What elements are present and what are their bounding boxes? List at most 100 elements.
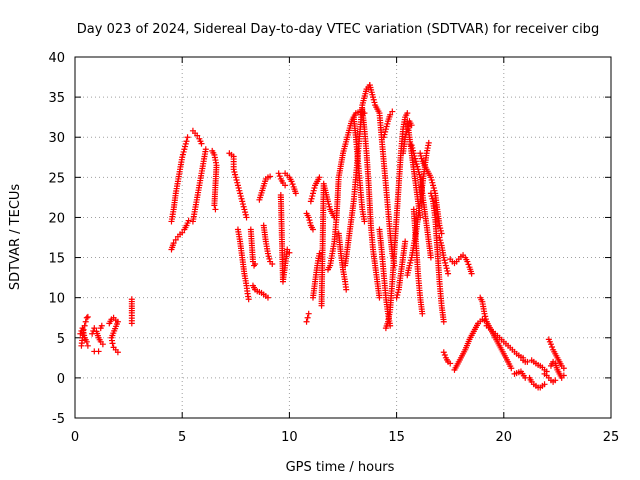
- data-point: [560, 365, 567, 372]
- series-pass-48: [477, 294, 515, 372]
- data-point: [414, 163, 421, 170]
- data-point: [82, 318, 89, 325]
- data-point: [109, 340, 116, 347]
- data-point: [252, 260, 259, 267]
- data-point: [389, 108, 396, 115]
- data-point: [114, 349, 121, 356]
- data-point: [440, 254, 447, 261]
- data-point: [394, 291, 401, 298]
- series-pass-45: [440, 349, 454, 367]
- data-point: [549, 344, 556, 351]
- data-point: [282, 182, 289, 189]
- data-point: [239, 198, 246, 205]
- series-pass-35: [380, 108, 396, 141]
- data-point: [264, 294, 271, 301]
- y-axis-title: SDTVAR / TECUs: [8, 184, 23, 291]
- series-pass-52: [528, 357, 550, 375]
- data-point: [443, 265, 450, 272]
- data-point: [552, 377, 559, 384]
- data-point: [309, 193, 316, 200]
- series-pass-03: [89, 325, 106, 348]
- data-point: [234, 182, 241, 189]
- data-point: [427, 174, 434, 181]
- data-point: [84, 342, 91, 349]
- data-point: [238, 195, 245, 202]
- data-point: [428, 177, 435, 184]
- data-point: [382, 126, 389, 133]
- data-point: [325, 201, 332, 208]
- data-point: [427, 254, 434, 261]
- y-tick-label: 25: [48, 171, 65, 186]
- data-point: [481, 310, 488, 317]
- data-point: [241, 206, 248, 213]
- y-tick-label: 35: [48, 91, 65, 106]
- data-point: [242, 209, 249, 216]
- series-pass-16: [249, 282, 271, 301]
- data-point: [179, 229, 186, 236]
- x-tick-labels: 0 5 10 15 20 25: [71, 430, 619, 445]
- data-point: [236, 187, 243, 194]
- series-pass-27: [324, 108, 368, 273]
- data-point: [179, 151, 186, 158]
- data-point: [418, 155, 425, 162]
- series-pass-21: [282, 170, 299, 197]
- y-tick-label: -5: [52, 412, 65, 427]
- y-tick-labels: -5 0 5 10 15 20 25 30 35 40: [48, 51, 65, 427]
- data-point: [211, 202, 218, 209]
- data-point: [284, 246, 291, 253]
- data-point: [245, 296, 252, 303]
- data-point: [430, 182, 437, 189]
- y-tick-label: 0: [57, 372, 65, 387]
- data-point: [181, 146, 188, 153]
- data-point: [180, 148, 187, 155]
- data-point: [194, 132, 201, 139]
- data-point: [417, 150, 424, 157]
- data-point: [415, 166, 422, 173]
- data-point: [303, 318, 310, 325]
- data-point: [170, 240, 177, 247]
- data-point: [427, 190, 434, 197]
- data-point: [429, 179, 436, 186]
- series-pass-54: [541, 370, 559, 385]
- data-point: [179, 154, 186, 161]
- series-pass-07: [128, 296, 135, 327]
- series-pass-13: [226, 150, 250, 221]
- data-point: [415, 168, 422, 175]
- data-point: [230, 166, 237, 173]
- series-pass-47: [451, 316, 490, 373]
- data-point: [77, 330, 84, 337]
- data-point: [384, 120, 391, 127]
- data-point: [99, 341, 106, 348]
- data-point: [442, 259, 449, 266]
- data-point: [380, 134, 387, 141]
- series-pass-44: [436, 234, 452, 277]
- data-point: [444, 267, 451, 274]
- data-point: [306, 217, 313, 224]
- data-point: [267, 173, 274, 180]
- data-point: [412, 155, 419, 162]
- series-pass-53: [526, 374, 548, 391]
- data-point: [316, 250, 323, 257]
- data-point: [437, 225, 444, 232]
- data-point: [237, 190, 244, 197]
- data-point: [402, 238, 409, 245]
- data-point: [182, 140, 189, 147]
- data-point: [441, 352, 448, 359]
- data-point: [371, 99, 378, 106]
- series-pass-09: [168, 217, 192, 253]
- series-pass-43: [427, 190, 447, 325]
- series-pass-32: [366, 82, 398, 269]
- data-point: [407, 259, 414, 266]
- x-tick-label: 10: [281, 430, 298, 445]
- data-point: [83, 314, 90, 321]
- data-point: [266, 255, 273, 262]
- series-pass-31: [359, 106, 383, 301]
- data-point: [232, 171, 239, 178]
- series-pass-56: [547, 358, 567, 381]
- data-point: [212, 206, 219, 213]
- series-pass-22: [303, 310, 312, 325]
- y-tick-label: 30: [48, 131, 65, 146]
- data-point: [98, 322, 105, 329]
- data-point: [91, 325, 98, 332]
